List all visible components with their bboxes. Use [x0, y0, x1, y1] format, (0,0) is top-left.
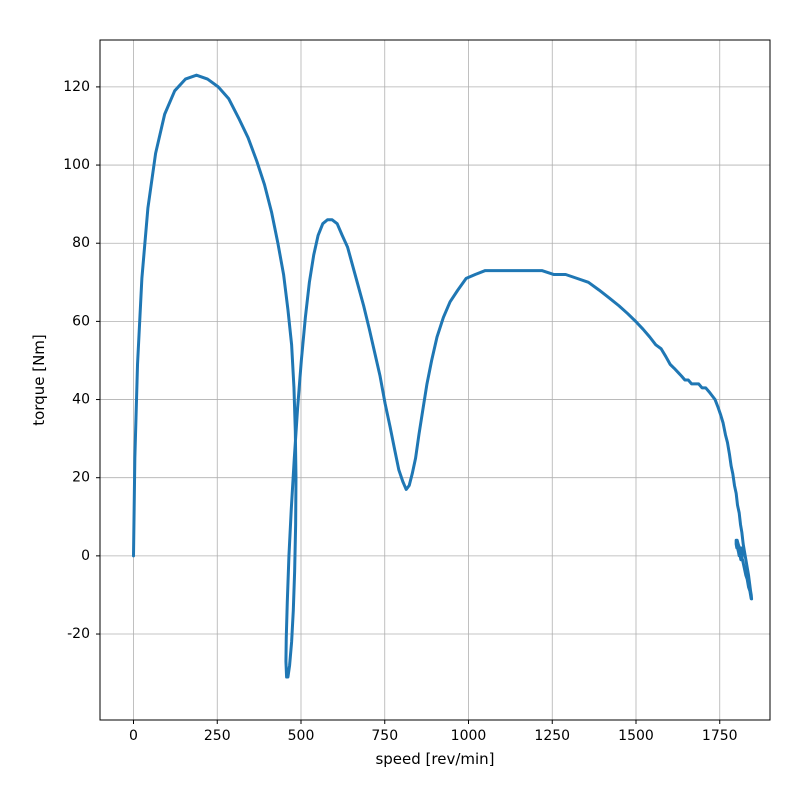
chart-container: 0 250 500 750 1000 1250 1500 1750 -20 0 20 40 60 80 10…: [0, 0, 805, 805]
y-tick-label: 80: [72, 235, 90, 251]
x-tick-label: 1000: [451, 728, 487, 744]
x-tick-label: 1750: [702, 728, 738, 744]
y-tick-label: 120: [63, 79, 90, 95]
torque-speed-chart: 0 250 500 750 1000 1250 1500 1750 -20 0 20 40 60 80 10…: [0, 0, 805, 805]
x-axis-label: speed [rev/min]: [375, 750, 494, 768]
x-tick-label: 0: [129, 728, 138, 744]
y-tick-label: 100: [63, 157, 90, 173]
x-tick-label: 250: [204, 728, 231, 744]
x-tick-label: 1500: [618, 728, 654, 744]
x-tick-label: 500: [288, 728, 315, 744]
y-tick-label: -20: [67, 626, 90, 642]
y-tick-label: 0: [81, 548, 90, 564]
y-tick-label: 20: [72, 470, 90, 486]
y-axis-label: torque [Nm]: [30, 334, 48, 426]
y-tick-label: 40: [72, 392, 90, 408]
x-tick-label: 750: [371, 728, 398, 744]
x-tick-label: 1250: [534, 728, 570, 744]
y-tick-label: 60: [72, 313, 90, 329]
